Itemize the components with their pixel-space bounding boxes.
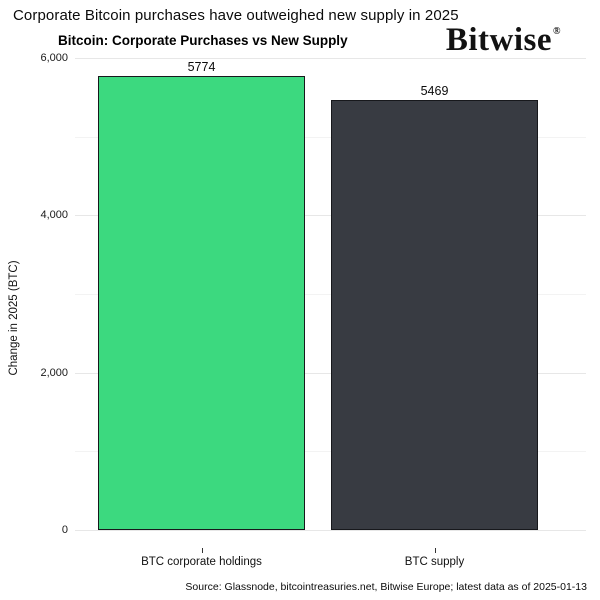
- bitwise-logo: Bitwise®: [445, 22, 561, 59]
- gridline-minor: [75, 136, 586, 138]
- y-tick-label: 6,000: [40, 52, 68, 64]
- x-tick-mark: [434, 548, 436, 553]
- bitwise-logo-text: Bitwise: [445, 22, 553, 58]
- chart-title: Bitcoin: Corporate Purchases vs New Supp…: [58, 33, 348, 48]
- x-tick-label: BTC corporate holdings: [141, 556, 262, 568]
- x-tick-label: BTC supply: [404, 556, 465, 568]
- y-tick-label: 0: [61, 524, 68, 536]
- registered-trademark-icon: ®: [553, 26, 561, 37]
- gridline-major: [75, 58, 586, 59]
- bar-value-label: 5774: [187, 59, 216, 74]
- gridline-major: [75, 530, 586, 531]
- y-axis-title: Change in 2025 (BTC): [8, 260, 20, 376]
- y-tick-label: 4,000: [40, 209, 68, 222]
- headline: Corporate Bitcoin purchases have outweig…: [13, 7, 459, 24]
- gridline-major: [75, 215, 586, 217]
- gridline-minor: [75, 294, 586, 295]
- bar-btc-corporate-holdings: [98, 75, 305, 530]
- y-tick-label: 2,000: [40, 366, 68, 379]
- gridline-minor: [75, 451, 586, 453]
- gridline-major: [75, 372, 586, 374]
- source-note: Source: Glassnode, bitcointreasuries.net…: [185, 581, 587, 593]
- bar-value-label: 5469: [420, 83, 449, 98]
- bar-btc-supply: [331, 99, 538, 530]
- x-tick-mark: [201, 548, 203, 553]
